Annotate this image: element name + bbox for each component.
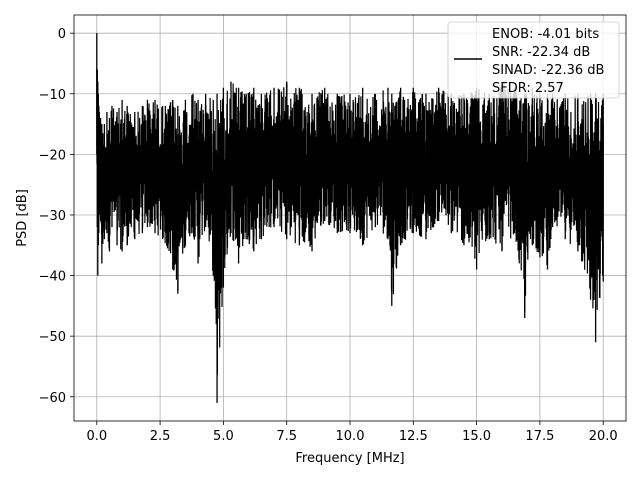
plot-area (96, 33, 604, 403)
legend-label-line: ENOB: -4.01 bits (492, 27, 599, 42)
y-tick-label: −50 (39, 330, 66, 345)
legend-label: ENOB: -4.01 bits SNR: -22.34 dB SINAD: -22… (492, 27, 604, 96)
y-tick-label: −20 (39, 148, 66, 163)
legend-box (447, 21, 620, 99)
y-tick-label: −40 (39, 270, 66, 285)
x-tick-label: 17.5 (525, 429, 554, 444)
y-axis-label: PSD [dB] (15, 189, 30, 247)
x-axis-ticks: 0.0 2.5 5.0 7.5 10.0 12.5 15.0 17.5 20.0 (86, 421, 618, 444)
x-tick-label: 5.0 (213, 429, 234, 444)
x-tick-label: 0.0 (86, 429, 107, 444)
x-tick-label: 20.0 (589, 429, 618, 444)
y-axis-ticks: 0 −10 −20 −30 −40 −50 −60 (39, 27, 74, 406)
y-tick-label: −60 (39, 391, 66, 406)
x-tick-label: 2.5 (150, 429, 171, 444)
x-tick-label: 10.0 (336, 429, 365, 444)
legend: ENOB: -4.01 bits SNR: -22.34 dB SINAD: -22… (447, 21, 620, 99)
legend-label-line: SINAD: -22.36 dB (492, 63, 604, 78)
x-tick-label: 12.5 (399, 429, 428, 444)
x-tick-label: 7.5 (276, 429, 297, 444)
x-tick-label: 15.0 (462, 429, 491, 444)
legend-label-line: SNR: -22.34 dB (492, 45, 590, 60)
y-tick-label: −10 (39, 88, 66, 103)
legend-label-line: SFDR: 2.57 (492, 81, 564, 96)
y-tick-label: 0 (58, 27, 66, 42)
y-tick-label: −30 (39, 209, 66, 224)
x-axis-label: Frequency [MHz] (295, 451, 404, 466)
